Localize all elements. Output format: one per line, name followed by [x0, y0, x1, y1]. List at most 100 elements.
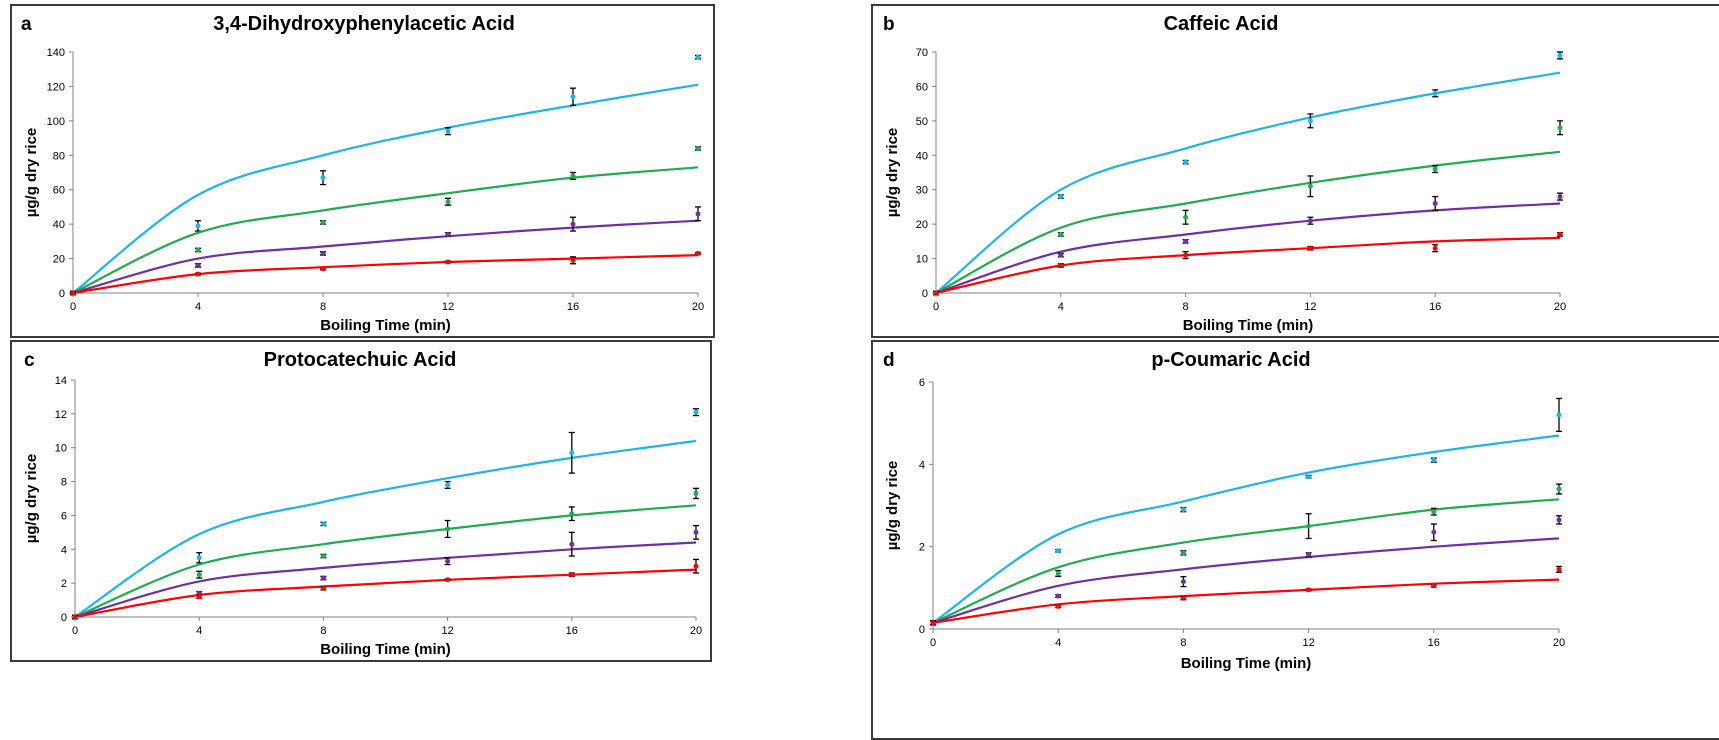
- data-point-red: [196, 594, 202, 600]
- x-tick-label: 8: [1180, 637, 1186, 649]
- data-point-red: [1306, 587, 1312, 593]
- x-axis-label: Boiling Time (min): [1181, 655, 1312, 672]
- data-point-blue: [1307, 118, 1313, 124]
- data-point-purple: [445, 231, 451, 237]
- y-tick-label: 4: [919, 459, 925, 471]
- fit-line-red: [935, 236, 1561, 295]
- data-point-red: [1183, 252, 1189, 258]
- data-point-purple: [320, 250, 326, 256]
- panel-letter: d: [883, 350, 895, 371]
- data-point-green: [196, 572, 202, 578]
- fit-line-purple: [74, 541, 697, 619]
- data-point-green: [320, 553, 326, 559]
- x-axis-label: Boiling Time (min): [320, 317, 451, 334]
- x-tick-label: 16: [1428, 637, 1440, 649]
- y-tick-label: 0: [59, 288, 65, 300]
- data-point-blue: [196, 555, 202, 561]
- data-point-purple: [1557, 194, 1563, 200]
- y-tick-label: 20: [53, 254, 65, 266]
- fit-line-purple: [72, 219, 699, 295]
- x-tick-label: 12: [1304, 301, 1316, 313]
- y-tick-label: 6: [61, 510, 67, 522]
- y-tick-label: 10: [55, 443, 67, 455]
- data-point-green: [1055, 570, 1061, 576]
- data-point-green: [1306, 523, 1312, 529]
- x-tick-label: 20: [690, 625, 702, 637]
- y-tick-label: 8: [61, 477, 67, 489]
- x-tick-label: 0: [70, 301, 76, 313]
- y-tick-label: 50: [916, 116, 928, 128]
- y-tick-label: 4: [61, 544, 67, 556]
- data-point-red: [445, 259, 451, 265]
- x-tick-label: 0: [933, 301, 939, 313]
- y-tick-label: 12: [55, 409, 67, 421]
- data-point-purple: [1307, 218, 1313, 224]
- data-point-red: [1058, 262, 1064, 268]
- data-point-purple: [570, 221, 576, 227]
- data-point-blue: [570, 94, 576, 100]
- data-point-red: [1431, 583, 1437, 589]
- data-point-purple: [320, 575, 326, 581]
- data-point-blue: [195, 223, 201, 229]
- fit-line-red: [932, 578, 1560, 624]
- data-point-red: [195, 271, 201, 277]
- fit-line-red: [72, 254, 699, 295]
- x-tick-label: 20: [1554, 301, 1566, 313]
- y-tick-label: 14: [55, 375, 67, 387]
- y-tick-label: 30: [916, 185, 928, 197]
- x-tick-label: 4: [1055, 637, 1061, 649]
- data-point-green: [1183, 214, 1189, 220]
- x-tick-label: 16: [566, 625, 578, 637]
- data-point-green: [1180, 550, 1186, 556]
- data-point-blue: [1306, 474, 1312, 480]
- y-tick-label: 2: [919, 542, 925, 554]
- data-point-red: [445, 577, 451, 583]
- chart-svg-c: c Protocatechuic Acid 0 2 4 6 8 10 12 14 0 4 8 12 16 20…: [23, 349, 702, 658]
- data-point-purple: [1180, 579, 1186, 585]
- data-point-blue: [445, 482, 451, 488]
- data-point-red: [70, 290, 76, 296]
- data-point-blue: [445, 128, 451, 134]
- data-point-red: [930, 620, 936, 626]
- data-point-blue: [1556, 412, 1562, 418]
- fit-line-blue: [72, 83, 699, 294]
- y-tick-label: 0: [919, 624, 925, 636]
- chart-title: p-Coumaric Acid: [1151, 349, 1310, 371]
- y-tick-label: 20: [916, 219, 928, 231]
- y-tick-label: 6: [919, 377, 925, 389]
- data-point-purple: [1431, 529, 1437, 535]
- fit-line-blue: [932, 434, 1560, 624]
- data-point-blue: [1431, 457, 1437, 463]
- x-tick-label: 16: [567, 301, 579, 313]
- y-tick-label: 60: [53, 185, 65, 197]
- fit-line-purple: [935, 202, 1561, 295]
- x-tick-label: 16: [1429, 301, 1441, 313]
- data-point-purple: [195, 262, 201, 268]
- x-axis-label: Boiling Time (min): [1183, 317, 1314, 334]
- y-axis-label: µg/g dry rice: [884, 461, 901, 551]
- data-point-red: [320, 266, 326, 272]
- data-point-red: [570, 257, 576, 263]
- data-point-green: [320, 219, 326, 225]
- data-point-red: [693, 563, 699, 569]
- chart-title: Protocatechuic Acid: [264, 349, 457, 371]
- data-point-green: [1307, 183, 1313, 189]
- y-tick-label: 0: [61, 612, 67, 624]
- data-point-purple: [1432, 200, 1438, 206]
- y-tick-label: 40: [53, 219, 65, 231]
- chart-svg-b: b Caffeic Acid 0 10 20 30 40 50 60 70 0 4 8 12 16 20 Boi…: [883, 13, 1566, 334]
- x-tick-label: 4: [1058, 301, 1064, 313]
- data-point-blue: [1432, 90, 1438, 96]
- data-point-green: [445, 526, 451, 532]
- fit-line-blue: [74, 439, 697, 618]
- y-tick-label: 120: [47, 81, 65, 93]
- chart-title: Caffeic Acid: [1164, 13, 1279, 35]
- data-point-red: [695, 250, 701, 256]
- y-tick-label: 70: [916, 47, 928, 59]
- data-point-red: [1557, 231, 1563, 237]
- x-tick-label: 12: [441, 625, 453, 637]
- data-point-green: [1557, 125, 1563, 131]
- data-point-green: [693, 490, 699, 496]
- y-tick-label: 80: [53, 150, 65, 162]
- data-point-green: [569, 511, 575, 517]
